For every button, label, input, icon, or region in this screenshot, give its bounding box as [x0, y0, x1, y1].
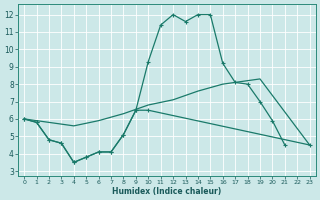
X-axis label: Humidex (Indice chaleur): Humidex (Indice chaleur) [112, 187, 221, 196]
